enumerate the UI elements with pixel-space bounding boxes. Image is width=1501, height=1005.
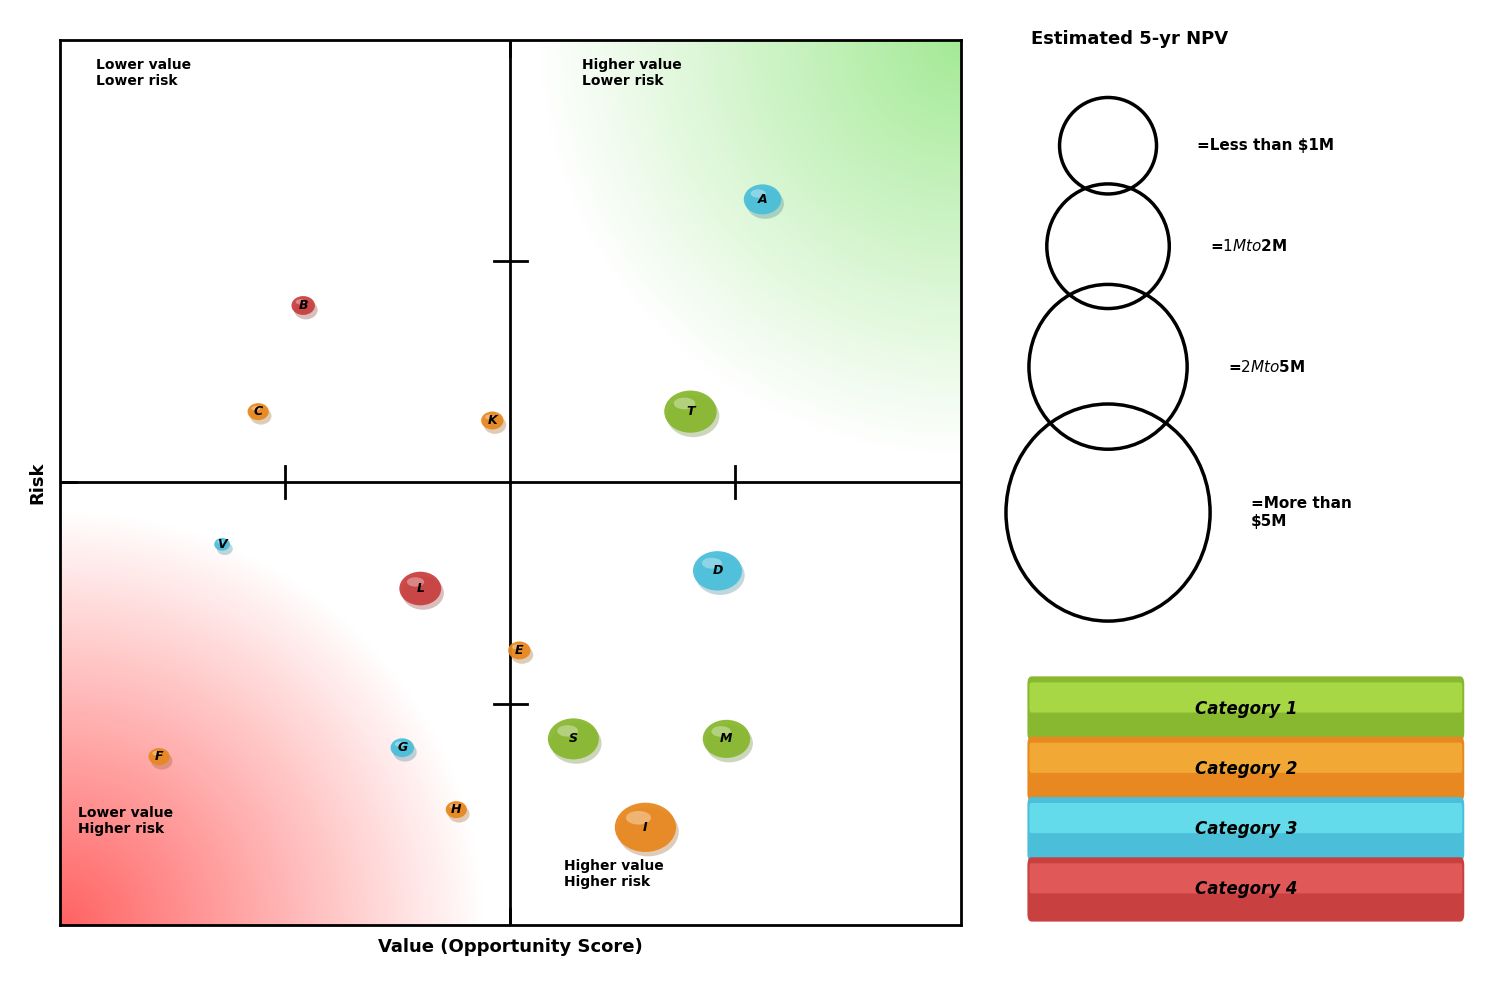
Ellipse shape [390,739,414,757]
Ellipse shape [218,540,224,544]
Text: B: B [299,299,308,312]
Text: S: S [569,733,578,746]
FancyBboxPatch shape [1027,857,1465,922]
Ellipse shape [551,723,602,764]
Ellipse shape [695,556,744,595]
Ellipse shape [702,720,750,758]
Ellipse shape [395,742,404,747]
Text: Higher value
Lower risk: Higher value Lower risk [582,58,681,88]
FancyBboxPatch shape [1030,743,1462,773]
Text: F: F [155,750,164,763]
FancyBboxPatch shape [1030,682,1462,713]
Ellipse shape [446,801,467,818]
Ellipse shape [674,398,695,409]
Text: =$1M to $2M: =$1M to $2M [1210,238,1288,254]
Text: I: I [642,821,648,834]
Ellipse shape [407,577,425,587]
Ellipse shape [617,807,678,856]
Ellipse shape [450,804,458,809]
Ellipse shape [251,408,272,424]
Ellipse shape [666,395,719,437]
FancyBboxPatch shape [1027,676,1465,741]
Ellipse shape [705,725,754,763]
Text: Category 2: Category 2 [1195,760,1297,778]
Ellipse shape [399,572,441,605]
Ellipse shape [248,403,269,420]
Text: =Less than $1M: =Less than $1M [1198,139,1334,153]
Text: Category 1: Category 1 [1195,699,1297,718]
Text: K: K [488,414,497,427]
Ellipse shape [615,803,675,852]
Text: Category 4: Category 4 [1195,880,1297,898]
Text: G: G [398,742,407,754]
Ellipse shape [665,391,716,433]
Text: E: E [515,644,524,657]
Text: Category 3: Category 3 [1195,820,1297,838]
Text: Lower value
Lower risk: Lower value Lower risk [96,58,191,88]
Ellipse shape [291,296,315,315]
Text: M: M [720,733,732,746]
Ellipse shape [626,811,651,824]
FancyBboxPatch shape [1030,863,1462,893]
Text: A: A [758,193,767,206]
Ellipse shape [218,543,233,555]
Ellipse shape [152,753,173,770]
Y-axis label: Risk: Risk [29,461,47,504]
X-axis label: Value (Opportunity Score): Value (Opportunity Score) [378,939,642,957]
Ellipse shape [512,644,521,649]
Ellipse shape [483,416,506,434]
Ellipse shape [296,299,305,305]
Text: Lower value
Higher risk: Lower value Higher risk [78,806,173,836]
Ellipse shape [449,806,470,822]
Ellipse shape [149,748,170,765]
Text: L: L [416,582,425,595]
Ellipse shape [746,189,784,219]
Ellipse shape [153,751,161,756]
Text: V: V [218,538,227,551]
Text: Estimated 5-yr NPV: Estimated 5-yr NPV [1031,30,1229,48]
Text: =More than
$5M: =More than $5M [1250,496,1352,529]
Ellipse shape [750,189,766,198]
Ellipse shape [482,411,503,429]
Ellipse shape [393,743,417,762]
FancyBboxPatch shape [1030,803,1462,833]
Ellipse shape [252,406,260,411]
Ellipse shape [215,538,230,551]
FancyBboxPatch shape [1027,737,1465,801]
Text: =$2M to $5M: =$2M to $5M [1228,359,1306,375]
Ellipse shape [510,646,533,664]
Ellipse shape [294,300,318,320]
Text: H: H [452,803,461,816]
Ellipse shape [711,727,731,737]
Ellipse shape [557,726,578,737]
Text: T: T [686,405,695,418]
FancyBboxPatch shape [1027,797,1465,861]
Ellipse shape [702,558,722,569]
Ellipse shape [693,551,741,591]
Ellipse shape [402,576,444,610]
Text: Higher value
Higher risk: Higher value Higher risk [564,859,663,889]
Ellipse shape [485,414,494,419]
Text: C: C [254,405,263,418]
Text: D: D [713,565,722,577]
Ellipse shape [548,719,599,760]
Ellipse shape [744,184,781,214]
Ellipse shape [509,641,530,659]
